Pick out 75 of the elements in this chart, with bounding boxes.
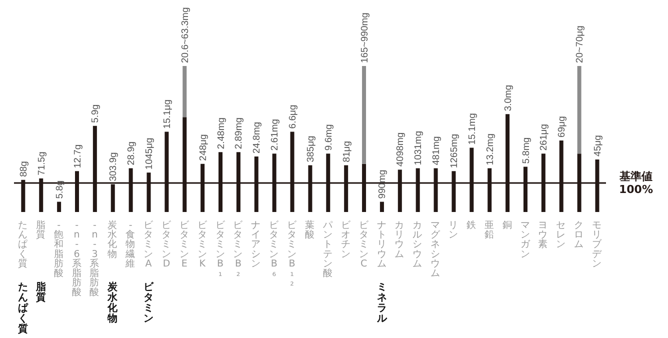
ref-line-label: 基準値 100% — [618, 170, 653, 196]
x-tick-label: 脂質 — [36, 219, 46, 241]
x-tick-label: クロム — [574, 220, 584, 250]
x-tick-label: ビタミンE — [179, 220, 190, 270]
annotation: 248μg — [198, 134, 209, 161]
annotation: 28.9g — [126, 141, 138, 166]
annotation: 2.48mg — [216, 117, 227, 150]
x-tick-label: ヨウ素 — [538, 220, 548, 250]
x-tick-label: ビタミンC — [358, 220, 370, 270]
annotation: 69μg — [556, 116, 568, 138]
bar — [380, 202, 384, 212]
x-tick-label: マグネシウム — [430, 220, 442, 279]
annotation: 990mg — [377, 170, 388, 199]
text: たんぱく質 — [16, 282, 29, 335]
x-tick-label: ビタミンD — [161, 220, 172, 270]
annotation: 5.9g — [90, 104, 102, 123]
annotation: 303.9g — [108, 152, 120, 182]
x-tick-label: -食物繊維 — [124, 220, 136, 270]
x-tick-label: ビタミンB₁₂ — [287, 220, 298, 289]
annotation: 261μg — [538, 124, 550, 151]
x-tick-label: -n-6系脂肪酸 — [72, 220, 82, 298]
x-tick-label: モリブデン — [592, 220, 604, 270]
annotation: 5.8mg — [520, 137, 532, 164]
x-tick-label: ナトリウム — [376, 220, 387, 270]
x-tick-label: カルシウム — [412, 220, 423, 270]
annotation: 2.61mg — [270, 118, 281, 151]
annotation: 13.2mg — [484, 134, 496, 166]
annotation: 81μg — [341, 140, 352, 162]
annotation: 6.6μg — [288, 104, 299, 129]
annotation: 481mg — [431, 136, 442, 166]
x-tick-label: ビタミンB₂ — [233, 220, 244, 279]
x-tick-label: セレン — [556, 220, 566, 250]
x-tick-label: ビタミンB₆ — [269, 220, 280, 279]
annotation: 45μg — [592, 135, 604, 156]
x-tick-label: 鉄 — [466, 219, 476, 231]
x-tick-label: たんぱく質 — [18, 220, 28, 270]
text: ビタミン — [144, 281, 155, 324]
annotation: 2.89mg — [234, 117, 245, 150]
annotation: 165~990mg — [359, 12, 370, 63]
x-tick-label: 炭水化物 — [108, 219, 118, 260]
x-tick-label: -n-3系脂肪酸 — [90, 220, 100, 298]
annotation: 1265mg — [449, 134, 460, 168]
annotation: 20~70μg — [574, 26, 586, 63]
x-tick-label: ビタミンA — [144, 220, 155, 270]
annotation: 385μg — [306, 136, 316, 162]
x-tick-label: リン — [448, 220, 459, 241]
annotation: 9.6mg — [323, 124, 334, 151]
x-tick-label: -飽和脂肪酸 — [54, 220, 64, 279]
annotation: 24.8mg — [252, 122, 263, 154]
annotation: 4098mg — [395, 132, 406, 167]
x-tick-label: カリウム — [394, 220, 405, 260]
annotation: 71.5g — [36, 152, 48, 176]
x-tick-label: 銅 — [502, 220, 512, 231]
bar — [362, 66, 366, 164]
x-tick-label: パントテン酸 — [322, 220, 334, 279]
bar — [57, 202, 62, 212]
bar — [577, 66, 582, 154]
x-tick-label: 亜鉛 — [484, 220, 494, 241]
annotation: 15.1μg — [162, 99, 173, 129]
x-tick-label: マンガン — [520, 220, 532, 260]
annotation: 1045μg — [144, 138, 156, 170]
annotation: 88g — [18, 161, 30, 177]
annotation: 5.8g — [54, 180, 66, 199]
x-tick-label: ナイアシン — [251, 220, 262, 270]
annotation: 12.7g — [72, 144, 84, 168]
annotation: 1031mg — [413, 130, 424, 166]
bar — [182, 66, 187, 118]
x-tick-label: ビタミンB₁ — [215, 220, 226, 279]
x-tick-label: 葉酸 — [305, 219, 315, 241]
text: ミネラル — [376, 282, 388, 324]
annotation: 15.1mg — [466, 113, 478, 145]
x-tick-label: ビオチン — [340, 220, 352, 260]
annotation: 3.0mg — [502, 84, 514, 112]
x-tick-label: ビタミンK — [197, 220, 208, 270]
annotation: 20.6~63.3mg — [180, 7, 191, 63]
